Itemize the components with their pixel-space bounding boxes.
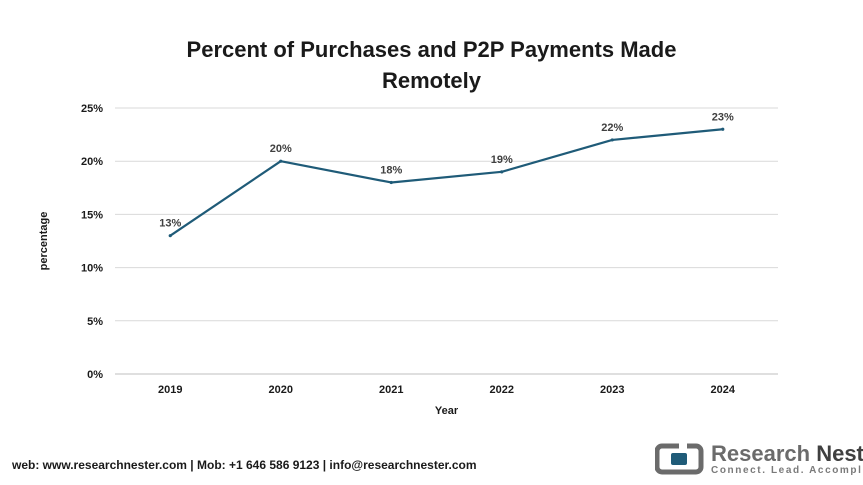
x-tick-label: 2019 [158, 384, 182, 396]
x-tick-label: 2022 [490, 384, 514, 396]
y-tick-label: 15% [81, 209, 103, 221]
data-label: 19% [491, 154, 513, 166]
logo-mark-icon [655, 443, 704, 475]
chart-title: Percent of Purchases and P2P Payments Ma… [0, 34, 863, 96]
chart-title-line-1: Percent of Purchases and P2P Payments Ma… [186, 37, 677, 62]
logo-wordmark: Research Nester [711, 441, 863, 467]
data-label: 18% [380, 164, 402, 176]
y-tick-label: 25% [81, 103, 103, 115]
logo-tagline: Connect. Lead. Accomplish [711, 465, 863, 476]
data-point [721, 127, 725, 131]
data-point [500, 170, 504, 174]
data-point [279, 159, 283, 163]
data-label: 22% [601, 122, 623, 134]
logo-name-strong: Nester [816, 441, 863, 466]
footer-contact: web: www.researchnester.com | Mob: +1 64… [12, 458, 477, 472]
y-tick-label: 10% [81, 263, 103, 275]
x-tick-label: 2023 [600, 384, 624, 396]
data-point [168, 234, 172, 238]
logo-name-light: Research [711, 441, 811, 466]
y-axis-title: percentage [38, 212, 50, 271]
x-axis-title: Year [435, 405, 459, 417]
chart-title-line-2: Remotely [381, 68, 482, 93]
y-tick-label: 5% [87, 316, 103, 328]
data-label: 13% [159, 218, 181, 230]
y-tick-label: 20% [81, 156, 103, 168]
x-tick-label: 2021 [379, 384, 403, 396]
research-nester-logo: Research Nester Connect. Lead. Accomplis… [655, 441, 863, 477]
series-line [169, 128, 723, 237]
line-chart: 0% 5% 10% 15% 20% 25% 2019 2020 2021 2022 2023 2024… [38, 103, 778, 417]
data-label: 20% [270, 143, 292, 155]
data-label: 23% [712, 111, 734, 123]
data-point [610, 138, 614, 142]
x-tick-label: 2020 [269, 384, 293, 396]
data-point [389, 180, 393, 185]
x-tick-label: 2024 [711, 384, 736, 396]
y-tick-label: 0% [87, 369, 103, 381]
